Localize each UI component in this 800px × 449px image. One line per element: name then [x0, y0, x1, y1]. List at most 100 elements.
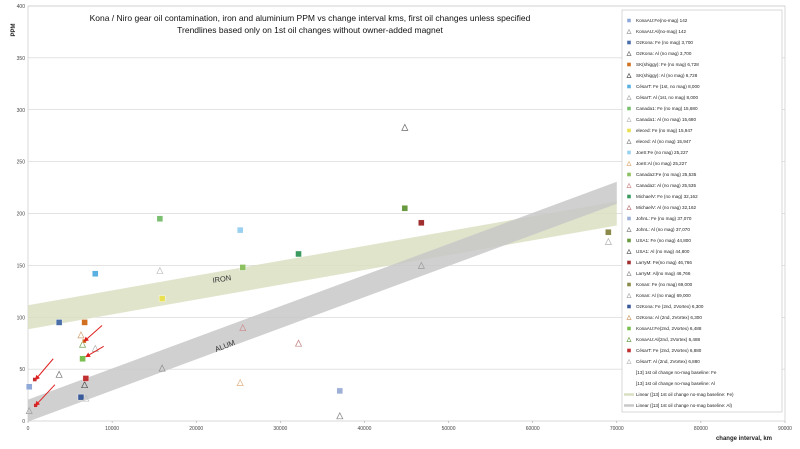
data-point — [239, 264, 246, 271]
legend-marker — [626, 28, 632, 34]
x-tick-label: 90000 — [778, 426, 792, 432]
x-tick-label: 70000 — [610, 426, 624, 432]
y-tick-label: 300 — [17, 108, 26, 114]
data-point — [55, 319, 63, 326]
x-tick-label: 80000 — [694, 426, 708, 432]
legend-marker — [626, 116, 632, 122]
legend-entry-label: OzKona: Al (2nd, 2Vortex) 6,300 — [636, 315, 702, 320]
data-point — [295, 250, 302, 258]
legend-marker — [626, 194, 632, 199]
legend-entry-label: OzKona: Al (no mag) 3,700 — [636, 51, 692, 56]
data-point — [401, 123, 409, 131]
annotation-arrow — [85, 345, 104, 358]
legend-entry-label: JohnL: Al (no mag) 37,070 — [636, 227, 690, 232]
legend-entry-label: Konan: Fe (no mag) 69,000 — [636, 282, 693, 287]
legend-entry-label: CésarT: Fe (1st, no mag) 8,000 — [636, 84, 700, 89]
data-point — [82, 375, 90, 382]
data-point — [81, 319, 88, 326]
legend-entry-label: OzKona: Fe (no mag) 3,700 — [636, 40, 693, 45]
x-tick-label: 20000 — [189, 426, 203, 432]
legend-marker — [626, 94, 632, 100]
x-tick-label: 0 — [27, 426, 30, 432]
data-point — [236, 378, 244, 386]
legend-entry-label: Linear ([13] 1st oil change no-mag basel… — [636, 392, 734, 397]
legend-entry-label: Canada1: Fe (no mag) 15,680 — [636, 106, 698, 111]
x-tick-label: 40000 — [357, 426, 371, 432]
chart-titles: Kona / Niro gear oil contamination, iron… — [11, 13, 772, 442]
legend-marker — [626, 50, 632, 56]
data-point — [79, 355, 86, 362]
data-point — [92, 270, 99, 277]
chart-subtitle: Trendlines based only on 1st oil changes… — [177, 25, 443, 35]
legend-entry-label: KonaAU:Fe(no-mag) 142 — [636, 18, 688, 23]
axes: 0 50 100 150 200 250 300 350 400 0 10000 20000 30000… — [17, 4, 793, 432]
data-point — [418, 219, 425, 227]
legend-marker — [626, 270, 632, 276]
legend-entry-label: JoeS:Al (no mag) 25,227 — [636, 161, 687, 166]
legend: KonaAU:Fe(no-mag) 142 KonaAU:Al(no-mag) 1… — [621, 9, 783, 413]
legend-entry-label: Konan: Al (no mag) 69,000 — [636, 293, 691, 298]
legend-marker — [626, 182, 632, 188]
data-point — [158, 364, 166, 372]
legend-marker — [626, 160, 632, 166]
legend-box — [621, 9, 783, 413]
data-point — [77, 393, 85, 401]
legend-entry-label: KonaAU:Al(no-mag) 142 — [636, 29, 686, 34]
legend-entry-label: Canada2: Al (no mag) 25,535 — [636, 183, 696, 188]
y-tick-label: 100 — [17, 315, 26, 321]
data-point — [156, 215, 164, 222]
data-point — [55, 370, 63, 378]
legend-marker — [626, 358, 632, 364]
legend-marker — [626, 238, 632, 243]
legend-marker — [626, 150, 632, 155]
legend-entry-label: Canada1: Al (no mag) 15,680 — [636, 117, 696, 122]
annotation-arrow — [34, 358, 54, 381]
data-point — [25, 406, 33, 414]
legend-marker — [626, 326, 632, 331]
legend-entry-label: USA1: Fe (no mag) 44,800 — [636, 238, 691, 243]
legend-marker — [626, 336, 632, 342]
legend-entry-label: SK(shiggy): Fe (no mag) 6,728 — [636, 62, 699, 67]
iron-trend-band — [28, 201, 617, 330]
legend-entry-label: eleced: Fe (no mag) 15,947 — [636, 128, 693, 133]
data-point — [605, 228, 612, 236]
legend-entry-label: JoeS:Fe (no mag) 25,227 — [636, 150, 689, 155]
iron-band-label: IRON — [212, 273, 232, 285]
data-point — [156, 266, 164, 274]
y-tick-label: 200 — [17, 212, 26, 218]
x-axis-title: change interval, km — [716, 436, 772, 442]
data-point — [417, 261, 425, 269]
y-tick-label: 400 — [17, 4, 26, 10]
y-tick-label: 0 — [22, 419, 25, 425]
legend-marker — [626, 348, 632, 353]
legend-marker — [626, 172, 632, 177]
data-point — [401, 205, 409, 212]
legend-entry-label: Linear ([13] 1st oil change no-mag basel… — [636, 403, 732, 408]
legend-marker — [626, 62, 632, 67]
legend-entry-label: [13] 1st oil change no-mag baseline: Fe — [636, 370, 717, 375]
legend-marker — [626, 72, 632, 78]
legend-entry-label: SK(shiggy): Al (no mag) 6,728 — [636, 73, 698, 78]
data-point — [336, 412, 344, 420]
legend-marker — [626, 204, 632, 210]
legend-marker — [626, 138, 632, 144]
data-point — [79, 340, 87, 348]
data-point — [604, 237, 612, 245]
legend-entry-label: MichaelV: Fe (no mag) 32,162 — [636, 194, 698, 199]
annotation-arrow — [83, 325, 103, 342]
legend-entry-label: OzKona: Fe (2nd, 2Vortex) 6,300 — [636, 304, 704, 309]
x-tick-label: 10000 — [105, 426, 119, 432]
legend-entry-label: [13] 1st oil change no-mag baseline: Al — [636, 381, 715, 386]
legend-entry-label: KonaAU:Fe(2nd, 2Vortex) 6,488 — [636, 326, 702, 331]
y-tick-label: 50 — [19, 367, 25, 373]
x-tick-label: 30000 — [273, 426, 287, 432]
y-tick-label: 350 — [17, 56, 26, 62]
legend-marker — [626, 304, 632, 309]
legend-marker — [626, 18, 632, 23]
data-point — [77, 331, 85, 339]
x-tick-label: 50000 — [442, 426, 456, 432]
annotation-arrows — [34, 325, 104, 407]
alum-trend-band — [28, 181, 617, 422]
